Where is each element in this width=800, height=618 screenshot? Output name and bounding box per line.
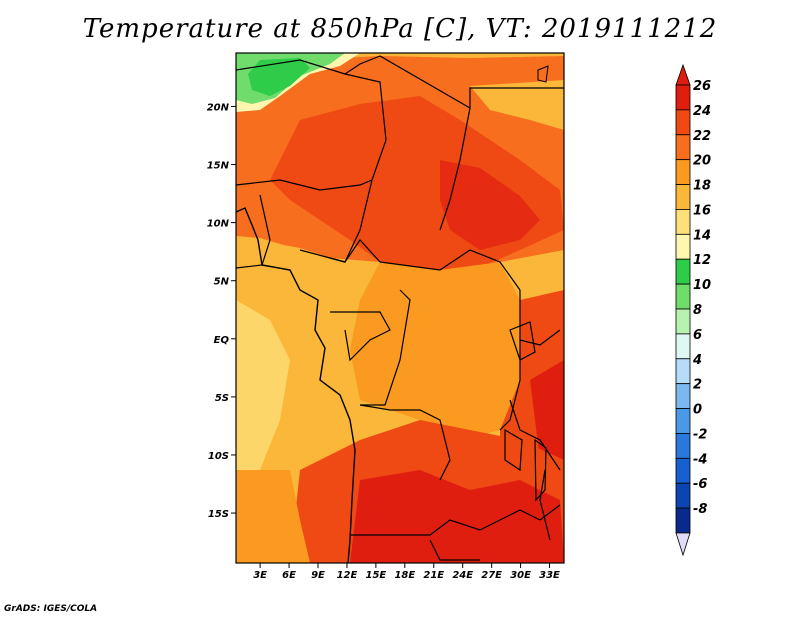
colorbar-swatch — [675, 383, 691, 409]
lon-tick-label: 15E — [366, 570, 387, 581]
border-nigeria-north — [236, 179, 373, 191]
colorbar-swatch — [675, 308, 691, 335]
lon-tick-label: 9E — [311, 570, 325, 581]
field-16-coast — [236, 300, 290, 500]
lat-tick-label: 15N — [207, 161, 230, 172]
colorbar-label: 18 — [693, 179, 711, 194]
atlantic-coastline — [236, 207, 356, 563]
lat-tick-label: 15S — [208, 509, 229, 520]
border-car — [379, 249, 521, 291]
colorbar-swatch — [675, 209, 691, 235]
field-26-south — [350, 470, 564, 563]
colorbar-label: -8 — [693, 502, 707, 517]
border-tanzania — [509, 399, 561, 471]
colorbar-swatch — [675, 159, 691, 185]
colorbar-swatch — [675, 233, 691, 260]
lon-tick-label: 12E — [337, 570, 358, 581]
colorbar-swatch — [675, 482, 691, 509]
border-drc-east — [499, 290, 521, 431]
colorbar-swatch — [675, 184, 691, 210]
colorbar-label: 16 — [693, 203, 711, 218]
lat-tick-label: 20N — [207, 102, 230, 113]
field-12-patch — [248, 58, 310, 96]
border-botswana — [429, 539, 480, 561]
country-borders — [236, 55, 564, 561]
temperature-field — [236, 53, 564, 563]
lon-tick-label: 21E — [423, 570, 444, 581]
lat-tick-label: 10S — [208, 451, 229, 462]
colorbar-label: 6 — [693, 328, 702, 343]
colorbar-label: 26 — [693, 79, 711, 94]
lat-tick-label: 5S — [215, 393, 229, 404]
border-egypt-sudan — [469, 87, 564, 108]
colorbar-swatch — [675, 507, 691, 534]
colorbar-swatch — [675, 84, 691, 111]
lon-tick-label: 24E — [452, 570, 473, 581]
lon-tick-label: 18E — [394, 570, 415, 581]
colorbar-label: -6 — [693, 477, 707, 492]
lon-tick-label: 27E — [481, 570, 502, 581]
border-cameroon — [299, 239, 381, 263]
colorbar-lower-arrow — [675, 532, 691, 557]
border-mozambique — [539, 469, 551, 541]
border-benin — [236, 194, 271, 269]
map-title: Temperature at 850hPa [C], VT: 201911121… — [82, 14, 718, 44]
border-angola — [359, 404, 451, 481]
colorbar-swatch — [675, 258, 691, 285]
colorbar-swatch — [675, 408, 691, 434]
colorbar-label: -2 — [693, 427, 707, 442]
grads-credit: GrADS: IGES/COLA — [4, 604, 98, 614]
colorbar-label: 24 — [693, 104, 711, 119]
border-malawi — [539, 504, 561, 521]
lat-tick-label: 10N — [207, 219, 230, 230]
colorbar-label: 14 — [693, 228, 711, 243]
field-18-northeast — [470, 80, 564, 130]
lake-nasser — [537, 65, 549, 83]
border-namibia-zambia — [350, 509, 541, 536]
colorbar-swatch — [675, 283, 691, 310]
colorbar-label: 12 — [693, 253, 711, 268]
colorbar-label: 2 — [693, 378, 702, 393]
colorbar-label: 4 — [692, 353, 702, 368]
colorbar-upper-arrow — [675, 63, 691, 86]
colorbar-swatch — [675, 109, 691, 136]
colorbar-swatch — [675, 134, 691, 161]
field-20-southwest — [236, 470, 310, 563]
border-uganda — [519, 329, 561, 346]
lon-tick-label: 33E — [539, 570, 560, 581]
field-20-central — [350, 262, 520, 440]
colorbar-label: 10 — [693, 278, 711, 293]
colorbar-label: 22 — [693, 129, 711, 144]
colorbar-label: 20 — [693, 154, 711, 169]
colorbar-swatch — [675, 457, 691, 484]
great-lakes — [504, 321, 547, 502]
colorbar-swatch — [675, 358, 691, 385]
colorbar-swatch — [675, 333, 691, 360]
colorbar-label: 0 — [693, 403, 702, 418]
lon-tick-label: 6E — [282, 570, 296, 581]
colorbar-swatch — [675, 433, 691, 459]
longitude-axis: 3E 6E 9E 12E 15E 18E 21E 24E 27E 30E 33E — [253, 563, 560, 581]
border-congo — [360, 289, 411, 406]
latitude-axis: 20N 15N 10N 5N EQ 5S 10S 15S — [207, 102, 236, 520]
lat-tick-label: EQ — [214, 335, 230, 346]
lon-tick-label: 3E — [253, 570, 267, 581]
border-niger-chad — [236, 59, 387, 263]
lat-tick-label: 5N — [214, 277, 230, 288]
lon-tick-label: 30E — [510, 570, 531, 581]
colorbar-label: -4 — [693, 452, 707, 467]
plot-frame — [235, 52, 565, 564]
colorbar-label: 8 — [693, 303, 702, 318]
field-26-north-patch — [440, 160, 540, 250]
border-gabon — [330, 311, 391, 362]
